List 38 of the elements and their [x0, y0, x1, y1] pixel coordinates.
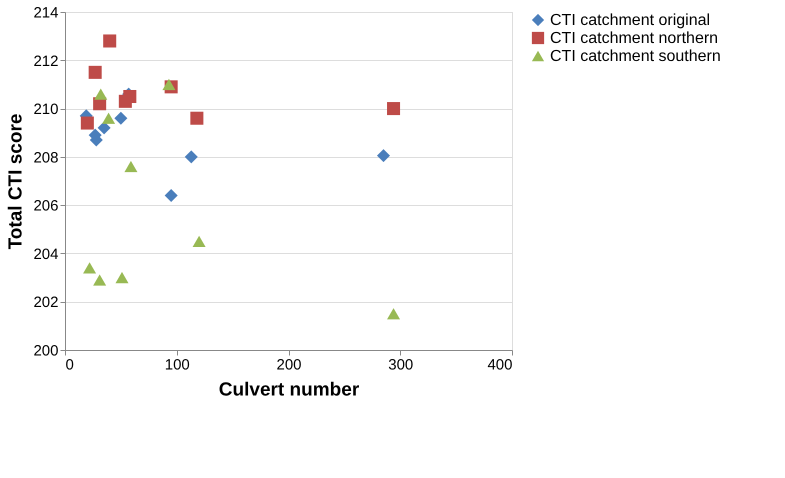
point [124, 160, 138, 172]
point [114, 112, 128, 125]
point [115, 272, 129, 284]
y-tick-label: 210 [33, 101, 58, 118]
point [103, 34, 116, 48]
point [123, 90, 136, 104]
y-tick-label: 202 [33, 294, 58, 312]
x-tick-label: 0 [66, 356, 74, 374]
y-tick-label: 214 [33, 4, 58, 22]
x-tick-label: 400 [487, 356, 512, 374]
y-tick-label: 200 [33, 342, 58, 360]
x-tick-label: 100 [164, 356, 190, 374]
point [80, 116, 94, 130]
legend-label: CTI catchment original [550, 12, 710, 29]
point [98, 121, 111, 134]
point [387, 102, 400, 116]
y-tick-label: 212 [33, 52, 58, 70]
legend-label: CTI catchment southern [550, 48, 721, 65]
point [102, 112, 116, 124]
point [387, 308, 400, 320]
point [184, 150, 198, 164]
x-tick-label: 300 [388, 356, 414, 374]
y-axis-title: Total CTI score [5, 114, 26, 250]
y-tick-label: 204 [33, 246, 58, 263]
point [88, 66, 102, 79]
x-axis-title: Culvert number [218, 380, 360, 400]
point [190, 112, 204, 125]
legend-label: CTI catchment northern [550, 30, 718, 47]
y-tick-label: 206 [33, 198, 58, 215]
x-tick-label: 200 [276, 356, 302, 374]
point [162, 78, 176, 90]
point [164, 188, 178, 202]
point [192, 236, 206, 248]
point [94, 88, 108, 100]
y-tick-label: 208 [33, 149, 58, 166]
point [83, 262, 96, 274]
point [93, 274, 106, 286]
point [376, 149, 390, 162]
